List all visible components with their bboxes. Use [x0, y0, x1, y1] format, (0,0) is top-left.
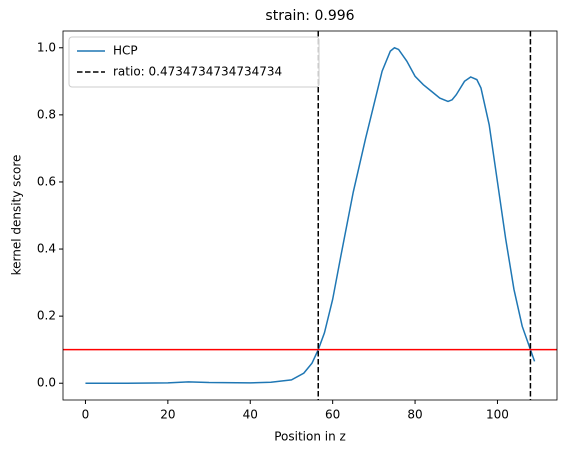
- y-axis-label: kernel density score: [10, 155, 24, 276]
- y-tick-label: 0.6: [37, 174, 56, 188]
- axes-frame: [62, 30, 558, 401]
- x-tick-label: 60: [325, 408, 340, 422]
- data-line: [85, 46, 536, 384]
- x-tick-label: 100: [486, 408, 509, 422]
- y-tick-label: 1.0: [37, 40, 56, 54]
- legend-label: ratio: 0.4734734734734734: [113, 65, 282, 79]
- x-tick-label: 0: [82, 408, 90, 422]
- y-tick-label: 0.0: [37, 376, 56, 390]
- y-tick-label: 0.4: [37, 242, 56, 256]
- chart-title: strain: 0.996: [265, 8, 354, 24]
- y-tick-label: 0.8: [37, 107, 56, 121]
- x-tick-label: 40: [243, 408, 258, 422]
- y-tick-label: 0.2: [37, 309, 56, 323]
- x-tick-label: 20: [160, 408, 175, 422]
- x-tick-label: 80: [407, 408, 422, 422]
- legend-label: HCP: [113, 44, 138, 58]
- x-axis-label: Position in z: [274, 430, 346, 444]
- legend-box: [68, 36, 320, 88]
